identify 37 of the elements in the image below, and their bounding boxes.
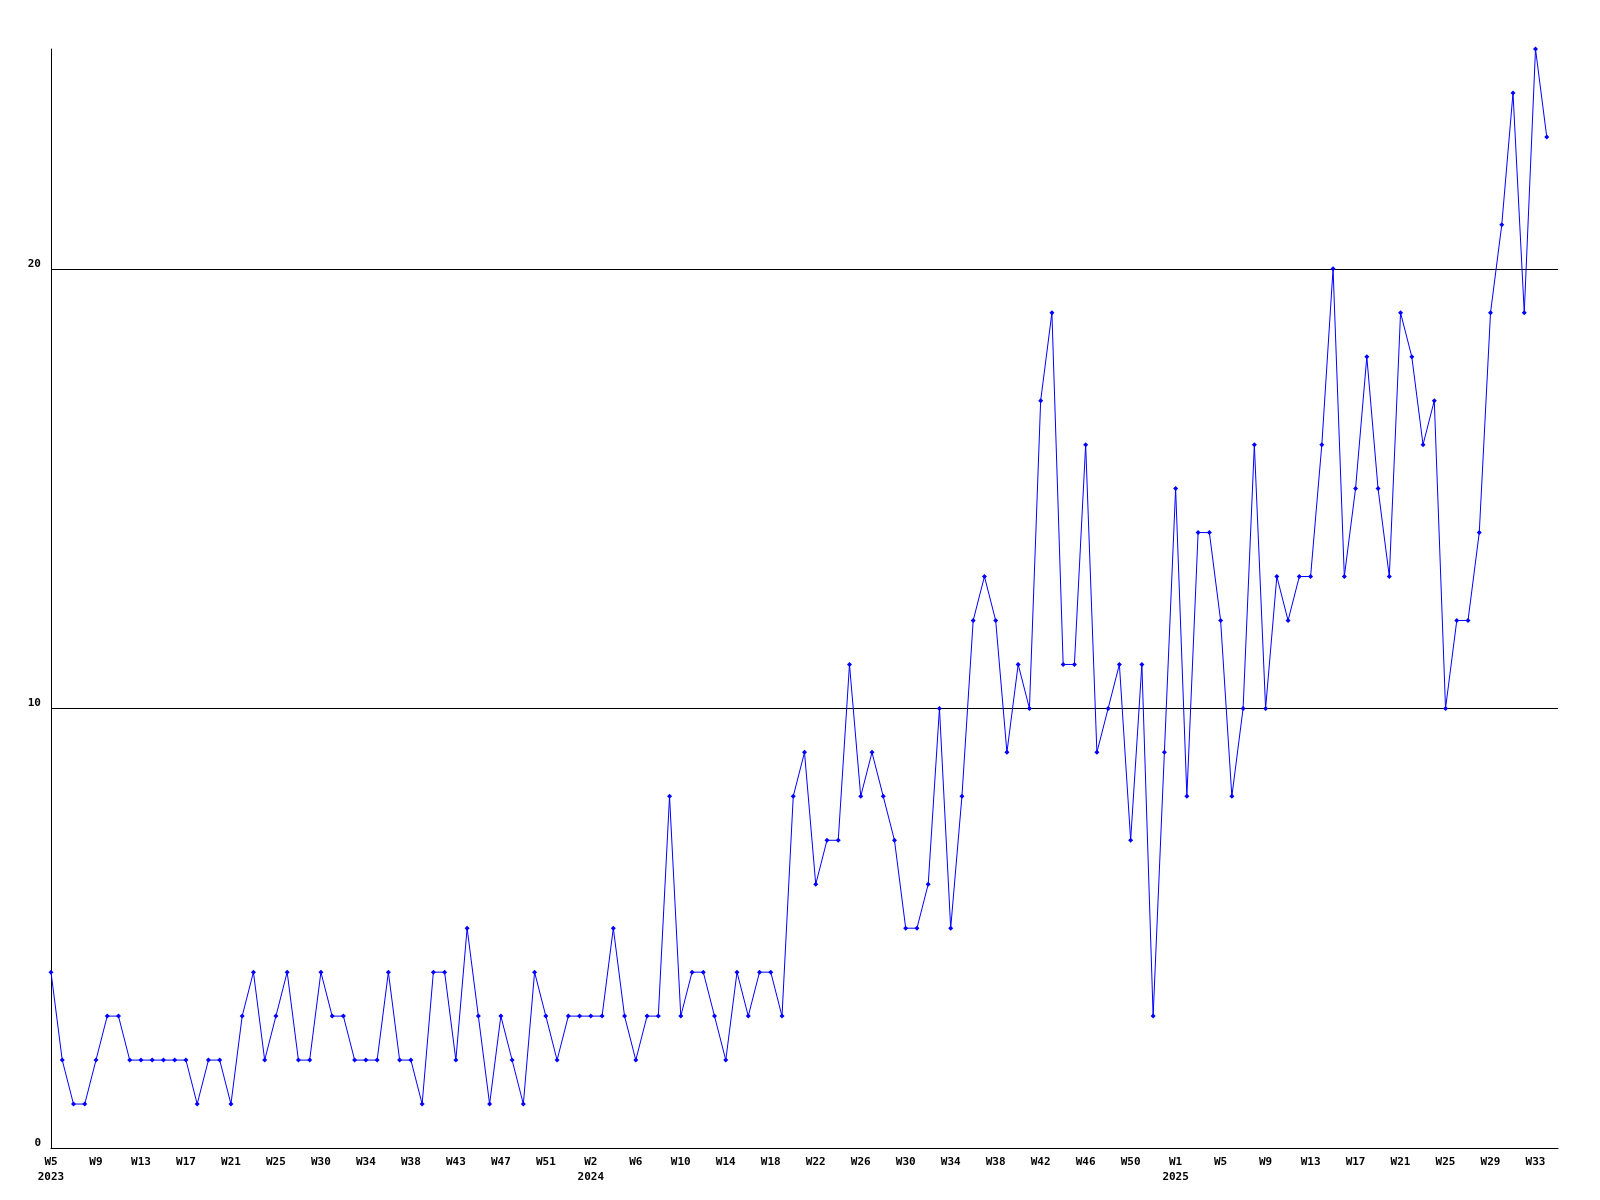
x-tick-label: W34 (355, 1155, 377, 1168)
x-tick-label: W21 (221, 1155, 242, 1168)
x-tick-label: W47 (490, 1155, 511, 1168)
x-tick-label: W5 (1213, 1155, 1228, 1168)
x-tick-label: W30 (310, 1155, 331, 1168)
x-tick-label: W13 (131, 1155, 151, 1168)
x-tick-label: W22 (805, 1155, 826, 1168)
x-tick-label: W26 (850, 1155, 872, 1168)
y-tick-label: 20 (27, 256, 41, 270)
x-tick-label: W34 (940, 1155, 962, 1168)
x-tick-label: W17 (1345, 1155, 1366, 1168)
x-tick-label: W9 (1258, 1155, 1273, 1168)
x-tick-label: W30 (895, 1155, 916, 1168)
x-tick-label: W5 2023 (37, 1155, 65, 1183)
x-tick-label: W17 (176, 1155, 196, 1168)
x-tick-label: W33 (1525, 1155, 1546, 1168)
x-tick-label: W18 (760, 1155, 781, 1168)
x-tick-label: W25 (1435, 1155, 1456, 1168)
x-tick-label: W2 2024 (577, 1155, 605, 1183)
x-tick-label: W42 (1030, 1155, 1051, 1168)
x-tick-label: W21 (1390, 1155, 1411, 1168)
x-tick-label: W10 (670, 1155, 691, 1168)
x-tick-label: W9 (89, 1155, 103, 1168)
x-tick-label: W50 (1120, 1155, 1141, 1168)
x-tick-label: W46 (1075, 1155, 1096, 1168)
x-tick-label: W14 (715, 1155, 737, 1168)
y-tick-label: 10 (27, 696, 41, 710)
x-tick-label: W38 (400, 1155, 421, 1168)
y-tick-label: 0 (34, 1136, 41, 1149)
x-tick-label: W51 (535, 1155, 557, 1168)
x-tick-label: W1 2025 (1162, 1155, 1189, 1183)
x-tick-label: W38 (985, 1155, 1006, 1168)
x-tick-label: W43 (445, 1155, 466, 1168)
x-tick-label: W13 (1300, 1155, 1321, 1168)
x-tick-label: W29 (1480, 1155, 1501, 1168)
x-tick-label: W6 (629, 1155, 643, 1168)
x-tick-label: W25 (265, 1155, 286, 1168)
